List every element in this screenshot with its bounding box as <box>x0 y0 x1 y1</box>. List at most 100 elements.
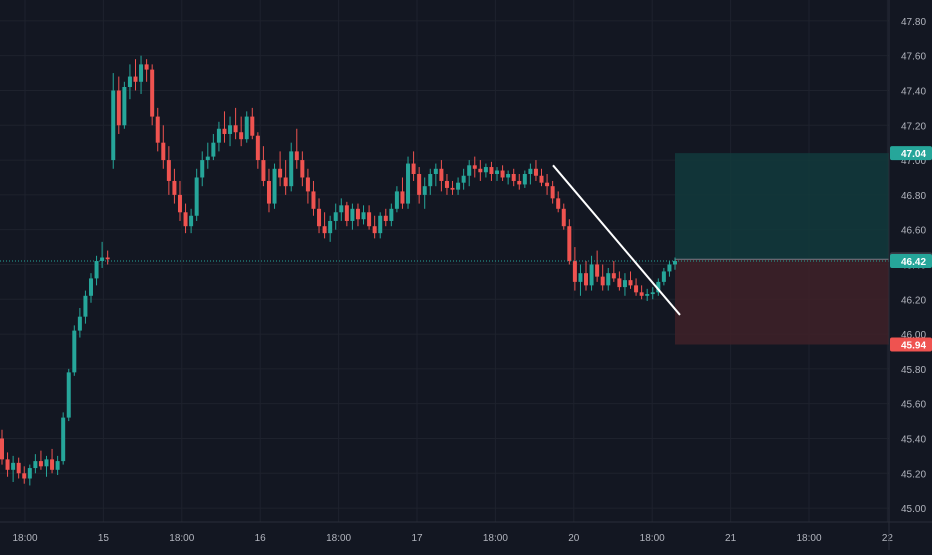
candle-body <box>467 165 472 176</box>
candle-body <box>311 191 316 209</box>
candle-body <box>589 264 594 286</box>
candle-body <box>278 168 283 178</box>
candle-body <box>528 168 533 174</box>
y-tick-label: 47.60 <box>901 52 926 63</box>
last-price-badge-bg <box>890 254 932 268</box>
candle-body <box>578 273 583 282</box>
candle-body <box>673 261 677 265</box>
candle-body <box>222 128 227 134</box>
candle-body <box>556 198 561 209</box>
candle-body <box>261 160 266 181</box>
candle-body <box>61 417 66 462</box>
candle-body <box>38 461 43 467</box>
candle-body <box>439 168 444 181</box>
candle-body <box>500 170 505 178</box>
candle-body <box>189 215 194 227</box>
candle-body <box>361 212 366 220</box>
candle-body <box>634 285 639 293</box>
candle-body <box>266 180 271 204</box>
candle-body <box>272 168 277 204</box>
candle-body <box>550 186 555 199</box>
candle-body <box>584 273 589 286</box>
x-tick-label: 21 <box>725 533 737 544</box>
candle-body <box>422 186 427 195</box>
candle-body <box>389 208 394 221</box>
candle-body <box>339 205 344 213</box>
candle-body <box>394 191 399 209</box>
candle-body <box>244 116 249 140</box>
candle-body <box>628 280 633 286</box>
candle-body <box>645 294 650 296</box>
candle-body <box>33 461 38 469</box>
candle-body <box>472 165 477 169</box>
candle-body <box>383 215 388 221</box>
candle-body <box>639 292 644 296</box>
candle-body <box>522 174 527 185</box>
x-tick-label: 18:00 <box>12 533 37 544</box>
candle-body <box>72 330 77 373</box>
candle-body <box>567 226 572 261</box>
candle-body <box>355 208 360 220</box>
candle-body <box>144 64 149 70</box>
candle-body <box>283 177 288 187</box>
candle-body <box>161 142 166 161</box>
candle-body <box>317 208 322 227</box>
candle-body <box>0 438 4 460</box>
candle-body <box>289 151 294 187</box>
x-tick-label: 20 <box>568 533 580 544</box>
candle-body <box>127 76 132 87</box>
candle-body <box>661 271 666 282</box>
candle-body <box>539 175 544 183</box>
candle-body <box>16 462 21 474</box>
y-tick-label: 46.00 <box>901 330 926 341</box>
candle-body <box>328 220 333 234</box>
drawings <box>0 164 889 316</box>
y-tick-label: 47.80 <box>901 17 926 28</box>
candle-body <box>406 163 411 204</box>
candle-body <box>183 212 188 227</box>
candle-body <box>55 461 60 470</box>
candle-body <box>66 372 71 418</box>
candle-body <box>300 160 305 178</box>
candle-body <box>11 462 16 470</box>
candle-body <box>50 459 55 470</box>
candle-body <box>200 160 205 178</box>
candle-body <box>511 174 516 181</box>
candle-body <box>367 212 372 227</box>
candle-body <box>450 187 455 190</box>
target-price-badge: 47.04 <box>901 149 926 160</box>
candle-body <box>116 90 121 126</box>
candle-body <box>322 226 327 234</box>
candle-body <box>94 261 99 279</box>
target-price-badge-bg <box>890 146 932 161</box>
candle-body <box>255 135 260 161</box>
candle-body <box>155 116 160 143</box>
candle-body <box>22 473 27 479</box>
loss-zone <box>675 259 889 345</box>
last-price-badge: 46.42 <box>901 257 926 268</box>
x-tick-label: 18:00 <box>483 533 508 544</box>
y-tick-label: 45.40 <box>901 434 926 445</box>
candles <box>0 55 677 486</box>
profit-zone <box>675 153 889 260</box>
candle-body <box>133 76 138 82</box>
y-tick-label: 47.40 <box>901 86 926 97</box>
candle-body <box>177 194 182 213</box>
candle-body <box>595 264 600 277</box>
candle-body <box>478 168 483 173</box>
y-tick-label: 47.20 <box>901 121 926 132</box>
candle-body <box>216 128 221 143</box>
candle-body <box>333 212 338 221</box>
candle-body <box>27 468 32 479</box>
candle-body <box>611 273 616 279</box>
y-tick-label: 46.60 <box>901 226 926 237</box>
candle-body <box>606 273 611 286</box>
candle-body <box>622 280 627 288</box>
candle-body <box>211 142 216 157</box>
candle-body <box>495 170 500 174</box>
candle-body <box>617 278 622 288</box>
candle-body <box>172 180 177 195</box>
candle-body <box>139 64 144 82</box>
